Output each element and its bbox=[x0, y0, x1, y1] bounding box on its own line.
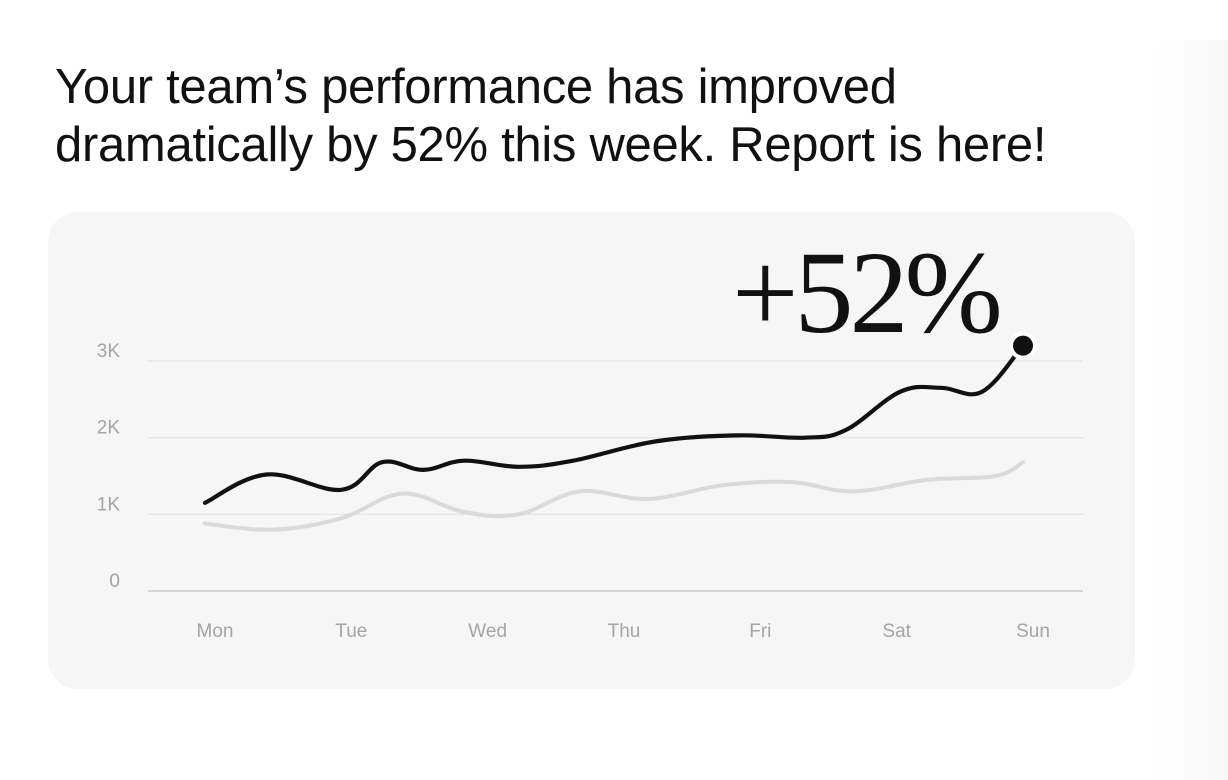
y-tick-label: 2K bbox=[97, 418, 121, 439]
end-marker-dot bbox=[1013, 335, 1033, 356]
y-tick-label: 1K bbox=[97, 494, 121, 515]
x-tick-label-fri: Fri bbox=[749, 621, 771, 642]
x-tick-labels: Mon Tue Wed Thu Fri Sat Sun bbox=[197, 621, 1050, 642]
x-tick-label-mon: Mon bbox=[197, 621, 234, 642]
series-lines bbox=[202, 343, 1026, 532]
x-tick-label-sat: Sat bbox=[882, 621, 911, 642]
end-markers bbox=[1009, 331, 1037, 360]
secondary-series-line bbox=[203, 460, 1025, 532]
y-tick-label: 3K bbox=[97, 341, 121, 362]
growth-badge: +52% bbox=[732, 227, 1003, 358]
headline: Your team’s performance has improved dra… bbox=[55, 60, 1047, 172]
x-tick-label-wed: Wed bbox=[468, 621, 507, 642]
x-tick-label-tue: Tue bbox=[335, 621, 367, 642]
y-tick-label: 0 bbox=[109, 571, 120, 592]
x-tick-label-sun: Sun bbox=[1016, 621, 1050, 642]
x-tick-label-thu: Thu bbox=[608, 621, 641, 642]
y-tick-labels: 0 1K 2K 3K bbox=[97, 341, 121, 592]
chart-panel bbox=[48, 212, 1135, 689]
primary-series-line bbox=[202, 343, 1026, 505]
grid-lines bbox=[148, 360, 1083, 592]
card-edge-shadow bbox=[1150, 40, 1228, 780]
